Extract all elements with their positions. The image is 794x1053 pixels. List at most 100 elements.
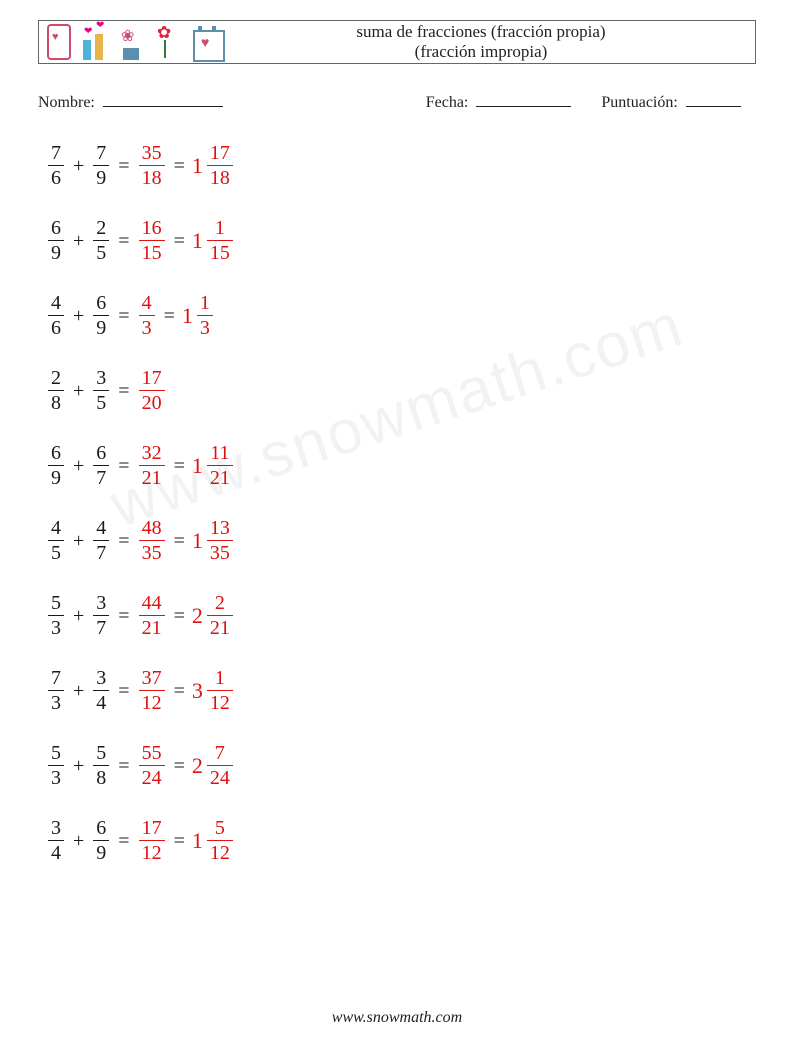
fraction: 47 (93, 517, 109, 564)
operator: = (174, 156, 185, 176)
fraction: 13 (197, 292, 213, 339)
operator: = (174, 231, 185, 251)
problem-row: 69+67=3221=11121 (46, 442, 756, 489)
operator: + (73, 456, 84, 476)
problem-row: 45 +47 = 4835 = 11335 (46, 517, 756, 564)
worksheet-page: www.snowmath.com ❤❤ suma de fracciones (… (0, 0, 794, 1053)
operator: = (174, 531, 185, 551)
operator: + (73, 531, 84, 551)
fraction: 37 (93, 592, 109, 639)
operator: = (118, 306, 129, 326)
answer-mixed: 2724 (192, 742, 235, 789)
header-icons: ❤❤ (47, 24, 225, 60)
problem-row: 53 +58 = 5524 = 2724 (46, 742, 756, 789)
operator: = (174, 681, 185, 701)
problem-row: 53+37=4421=2221 (46, 592, 756, 639)
fraction: 45 (48, 517, 64, 564)
operator: = (118, 381, 129, 401)
calendar-heart-icon (193, 30, 225, 62)
name-field: Nombre: (38, 92, 426, 112)
answer-fraction: 1615 (139, 217, 165, 264)
date-label: Fecha: (426, 94, 469, 111)
operator: = (174, 606, 185, 626)
fraction: 79 (93, 142, 109, 189)
phone-heart-icon (47, 24, 71, 60)
fraction: 112 (207, 667, 233, 714)
answer-fraction: 4835 (139, 517, 165, 564)
name-blank[interactable] (103, 92, 223, 107)
answer-mixed: 3112 (192, 667, 235, 714)
fraction: 1121 (207, 442, 233, 489)
worksheet-title: suma de fracciones (fracción propia) (fr… (225, 22, 747, 61)
fraction: 73 (48, 667, 64, 714)
title-line-2: (fracción impropia) (225, 42, 737, 62)
operator: + (73, 306, 84, 326)
operator: + (73, 156, 84, 176)
operator: = (164, 306, 175, 326)
date-field: Fecha: (426, 92, 572, 112)
score-field: Puntuación: (601, 92, 740, 112)
answer-mixed: 113 (182, 292, 215, 339)
fraction: 512 (207, 817, 233, 864)
flower-pot-icon (117, 28, 145, 60)
score-blank[interactable] (686, 92, 741, 107)
problem-row: 46+69=43=113 (46, 292, 756, 339)
operator: = (118, 531, 129, 551)
fraction: 76 (48, 142, 64, 189)
problems-list: 76+79=3518=1171869+25=1615=111546+69=43=… (38, 142, 756, 864)
fraction: 221 (207, 592, 233, 639)
fraction: 69 (48, 217, 64, 264)
answer-fraction: 3518 (139, 142, 165, 189)
fraction: 69 (93, 817, 109, 864)
fraction: 53 (48, 592, 64, 639)
operator: = (118, 831, 129, 851)
problem-row: 34+69=1712=1512 (46, 817, 756, 864)
operator: = (118, 606, 129, 626)
operator: = (118, 681, 129, 701)
problem-row: 73 +34 = 3712 = 3112 (46, 667, 756, 714)
candles-icon: ❤❤ (81, 28, 107, 60)
fraction: 69 (93, 292, 109, 339)
answer-mixed: 1512 (192, 817, 235, 864)
operator: + (73, 756, 84, 776)
answer-fraction: 1720 (139, 367, 165, 414)
fraction: 53 (48, 742, 64, 789)
fraction: 69 (48, 442, 64, 489)
fraction: 58 (93, 742, 109, 789)
operator: = (174, 756, 185, 776)
operator: + (73, 231, 84, 251)
problem-row: 76+79=3518=11718 (46, 142, 756, 189)
footer-url: www.snowmath.com (0, 1009, 794, 1027)
answer-fraction: 5524 (139, 742, 165, 789)
answer-mixed: 11121 (192, 442, 235, 489)
fraction: 1718 (207, 142, 233, 189)
info-line: Nombre: Fecha: Puntuación: (38, 92, 756, 112)
fraction: 115 (207, 217, 233, 264)
answer-fraction: 1712 (139, 817, 165, 864)
fraction: 34 (93, 667, 109, 714)
fraction: 25 (93, 217, 109, 264)
operator: = (118, 756, 129, 776)
operator: + (73, 681, 84, 701)
operator: + (73, 381, 84, 401)
answer-mixed: 11335 (192, 517, 235, 564)
operator: + (73, 831, 84, 851)
answer-mixed: 2221 (192, 592, 235, 639)
date-blank[interactable] (476, 92, 571, 107)
operator: = (174, 456, 185, 476)
fraction: 35 (93, 367, 109, 414)
fraction: 724 (207, 742, 233, 789)
operator: = (174, 831, 185, 851)
problem-row: 69+25=1615=1115 (46, 217, 756, 264)
header-box: ❤❤ suma de fracciones (fracción propia) … (38, 20, 756, 64)
answer-fraction: 3221 (139, 442, 165, 489)
fraction: 67 (93, 442, 109, 489)
answer-mixed: 1115 (192, 217, 235, 264)
operator: + (73, 606, 84, 626)
name-label: Nombre: (38, 94, 95, 111)
title-line-1: suma de fracciones (fracción propia) (225, 22, 737, 42)
answer-fraction: 3712 (139, 667, 165, 714)
answer-fraction: 43 (139, 292, 155, 339)
problem-row: 28+35=1720 (46, 367, 756, 414)
score-label: Puntuación: (601, 94, 677, 111)
